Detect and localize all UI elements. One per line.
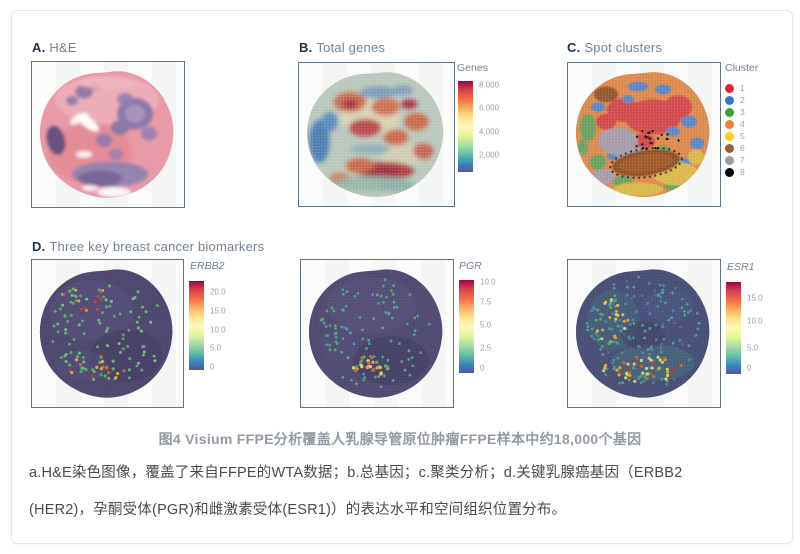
total-genes-box: [298, 62, 455, 207]
legend-item: 6: [725, 142, 758, 154]
panel-d-letter: D.: [32, 239, 46, 254]
spot-clusters-map: [575, 72, 710, 197]
pgr-expression-map: [308, 269, 443, 398]
legend-item: 8: [725, 166, 758, 178]
erbb2-tick: 5.0: [210, 343, 222, 353]
cluster-2-dot: [725, 95, 734, 105]
cluster-6-dot: [725, 143, 734, 153]
pgr-colorbar: 10.0 7.5 5.0 2.5 0: [459, 278, 496, 373]
panel-d-label: D. Three key breast cancer biomarkers: [32, 239, 264, 254]
spot-clusters-box: [567, 62, 721, 207]
pgr-box: [300, 259, 454, 408]
pgr-tick: 5.0: [480, 320, 492, 330]
cluster-3-dot: [725, 107, 734, 117]
pgr-title: PGR: [459, 260, 482, 272]
panel-c-label: C. Spot clusters: [567, 40, 662, 55]
cluster-8-dot: [725, 167, 734, 177]
cluster-legend: Cluster 1 2 3 4 5 6 7 8: [725, 62, 758, 178]
erbb2-tick: 20.0: [210, 287, 226, 297]
pgr-colorbar-gradient: [459, 280, 474, 373]
erbb2-colorbar: 20.0 15.0 10.0 5.0 0: [189, 281, 226, 372]
figure-description-line2: (HER2)，孕酮受体(PGR)和雌激素受体(ESR1)）的表达水平和空间组织位…: [29, 502, 567, 518]
cluster-legend-title: Cluster: [725, 62, 759, 74]
erbb2-colorbar-gradient: [189, 281, 204, 370]
erbb2-tick: 0: [210, 362, 215, 372]
esr1-colorbar-gradient: [726, 282, 741, 374]
cluster-legend-items: 1 2 3 4 5 6 7 8: [725, 82, 758, 178]
pgr-tick: 2.5: [480, 343, 492, 353]
erbb2-tick: 10.0: [210, 325, 226, 335]
genes-tick: 8,000: [479, 80, 500, 90]
he-image-box: [31, 61, 185, 208]
legend-item: 1: [725, 82, 758, 94]
cluster-5-dot: [725, 131, 734, 141]
legend-item: 2: [725, 94, 758, 106]
esr1-tick: 5.0: [747, 343, 759, 353]
erbb2-expression-map: [39, 269, 173, 398]
genes-colorbar-title: Genes: [457, 62, 488, 74]
esr1-colorbar: 15.0 10.0 5.0 0: [726, 282, 763, 374]
genes-colorbar: 8,000 6,000 4,000 2,000: [458, 81, 499, 172]
total-genes-map: [307, 72, 444, 197]
genes-tick: 2,000: [479, 150, 500, 160]
pgr-tick: 10.0: [480, 277, 496, 287]
figure-caption: 图4 Visium FFPE分析覆盖人乳腺导管原位肿瘤FFPE样本中约18,00…: [158, 431, 642, 447]
panel-c-title: Spot clusters: [584, 40, 663, 55]
panel-a-letter: A.: [32, 40, 46, 55]
erbb2-box: [31, 259, 184, 408]
he-tissue-image: [39, 71, 174, 198]
legend-item: 5: [725, 130, 758, 142]
esr1-box: [567, 259, 721, 408]
panel-b-title: Total genes: [316, 40, 386, 55]
legend-item: 3: [725, 106, 758, 118]
genes-tick: 4,000: [479, 127, 500, 137]
cluster-7-dot: [725, 155, 734, 165]
figure-description-line1: a.H&E染色图像，覆盖了来自FFPE的WTA数据；b.总基因；c.聚类分析；d…: [29, 465, 683, 481]
legend-item: 7: [725, 154, 758, 166]
panel-b-label: B. Total genes: [299, 40, 385, 55]
erbb2-title: ERBB2: [190, 260, 225, 272]
pgr-tick: 0: [480, 363, 485, 373]
panel-c-letter: C.: [567, 40, 581, 55]
panel-a-label: A. H&E: [32, 40, 77, 55]
erbb2-tick: 15.0: [210, 306, 226, 316]
pgr-tick: 7.5: [480, 297, 492, 307]
genes-tick: 6,000: [479, 103, 500, 113]
esr1-tick: 15.0: [747, 293, 763, 303]
panel-b-letter: B.: [299, 40, 313, 55]
esr1-tick: 0: [747, 363, 752, 373]
esr1-tick: 10.0: [747, 316, 763, 326]
esr1-title: ESR1: [727, 261, 755, 273]
panel-d-title: Three key breast cancer biomarkers: [49, 239, 265, 254]
genes-colorbar-gradient: [458, 81, 473, 172]
cluster-4-dot: [725, 119, 734, 129]
esr1-expression-map: [575, 269, 710, 398]
panel-a-title: H&E: [49, 40, 77, 55]
legend-item: 4: [725, 118, 758, 130]
cluster-1-dot: [725, 83, 734, 93]
